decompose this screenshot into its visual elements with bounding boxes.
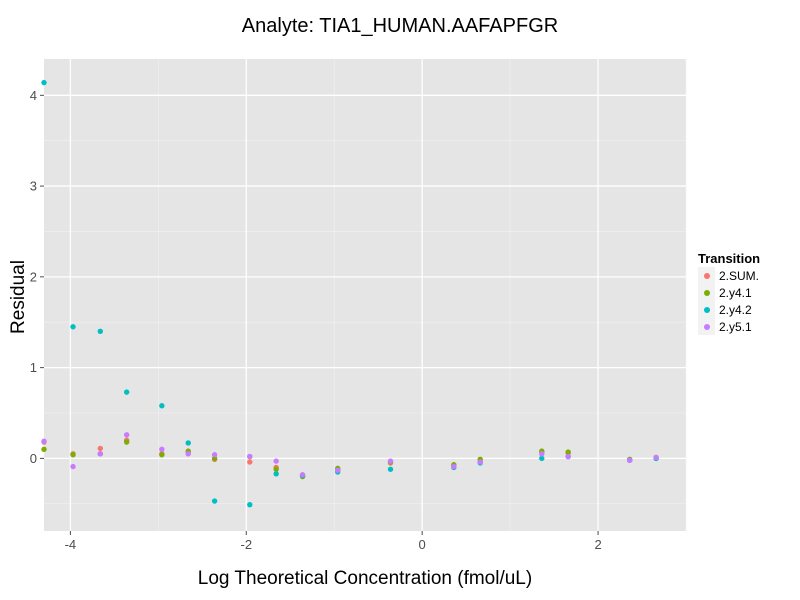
- data-point: [185, 451, 191, 457]
- data-point: [387, 458, 394, 464]
- chart-title: Analyte: TIA1_HUMAN.AAFAPFGR: [241, 15, 559, 37]
- data-point: [70, 324, 76, 330]
- legend-label: 2.SUM.: [719, 268, 760, 283]
- plot-panel: [44, 59, 686, 531]
- data-point: [70, 452, 76, 458]
- data-point: [387, 466, 394, 472]
- x-axis-label: Log Theoretical Concentration (fmol/uL): [197, 568, 533, 589]
- data-point: [539, 451, 545, 457]
- y-tick-label: 4: [30, 88, 37, 103]
- data-point: [273, 471, 279, 477]
- data-point: [97, 328, 103, 335]
- data-point: [565, 449, 571, 455]
- legend-title: Transition: [698, 251, 761, 266]
- data-point: [185, 440, 191, 446]
- legend-item-y4-1: 2.y4.1: [698, 284, 760, 301]
- data-point: [41, 79, 47, 86]
- data-point: [211, 452, 218, 458]
- data-point: [123, 389, 130, 395]
- legend-swatch: [703, 323, 710, 330]
- data-point: [97, 451, 103, 457]
- y-tick-label: 2: [30, 269, 37, 284]
- x-tick-label: 2: [594, 537, 601, 552]
- data-point: [41, 446, 47, 453]
- data-point: [299, 472, 306, 478]
- data-point: [123, 439, 130, 445]
- legend: Transition 2.SUM. 2.y4.1 2.y4.2 2.y5.1: [698, 251, 760, 335]
- x-tick-label: 0: [419, 537, 426, 552]
- legend-item-sum: 2.SUM.: [698, 267, 760, 284]
- data-point: [41, 438, 47, 444]
- data-point: [247, 501, 253, 508]
- data-point: [539, 455, 545, 462]
- data-point: [70, 463, 76, 470]
- data-point: [247, 459, 253, 465]
- x-tick-label: -4: [65, 537, 77, 552]
- data-point: [653, 454, 659, 461]
- data-point: [159, 446, 165, 453]
- y-axis-label: Residual: [8, 260, 29, 334]
- y-tick-label: 0: [30, 451, 37, 466]
- legend-swatch: [703, 272, 710, 279]
- y-tick-label: 3: [30, 179, 37, 194]
- data-point: [627, 457, 633, 463]
- legend-swatch: [703, 306, 710, 313]
- legend-swatch: [703, 289, 710, 296]
- data-point: [477, 459, 483, 465]
- x-tick-label: -2: [240, 537, 252, 552]
- legend-label: 2.y5.1: [719, 319, 752, 334]
- legend-label: 2.y4.2: [719, 302, 752, 317]
- data-point: [565, 453, 571, 460]
- data-point: [97, 445, 103, 452]
- data-point: [159, 452, 165, 458]
- data-point: [211, 498, 218, 504]
- data-point: [335, 467, 341, 473]
- y-tick-label: 1: [30, 360, 37, 375]
- data-point: [451, 463, 457, 470]
- data-point: [247, 453, 253, 460]
- data-point: [273, 466, 279, 472]
- legend-item-y4-2: 2.y4.2: [698, 301, 760, 318]
- data-point: [273, 458, 279, 464]
- data-point: [123, 432, 130, 438]
- legend-label: 2.y4.1: [719, 285, 752, 300]
- legend-item-y5-1: 2.y5.1: [698, 318, 760, 335]
- data-point: [159, 403, 165, 409]
